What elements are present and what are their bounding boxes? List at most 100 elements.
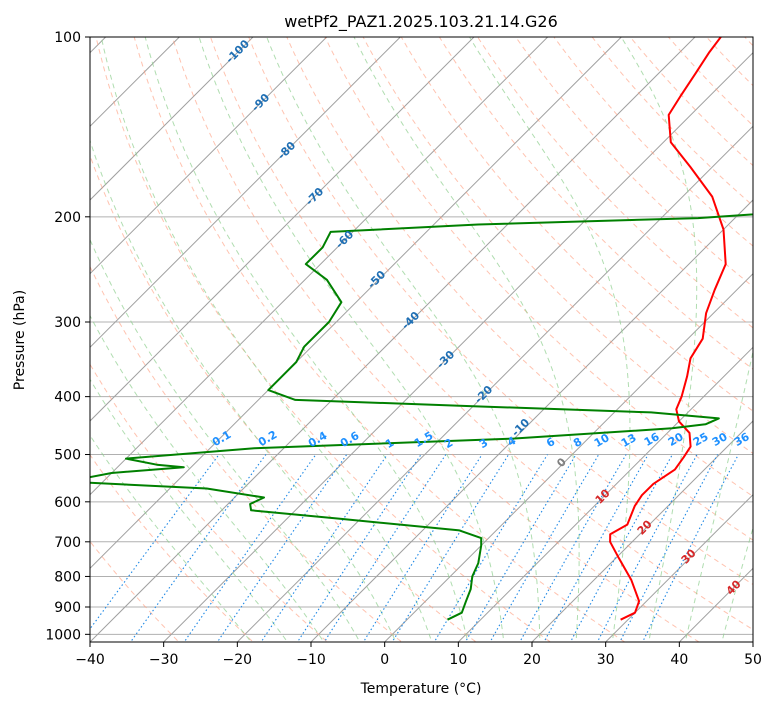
- x-tick-label: −30: [149, 652, 179, 668]
- mixing-ratio-line: [216, 454, 348, 642]
- moist-adiabat-line: [100, 37, 433, 642]
- dry-adiabat-line: [400, 37, 753, 412]
- mixing-ratio-label: 13: [619, 431, 639, 450]
- mixing-ratio-line: [129, 454, 267, 642]
- isotherm-line: [90, 37, 254, 201]
- dry-adiabat-line: [90, 540, 180, 642]
- moist-adiabat-label: 10: [593, 486, 613, 506]
- mixing-ratio-line: [183, 454, 317, 642]
- mixing-ratio-line: [323, 454, 447, 642]
- mixing-ratio-line: [362, 454, 483, 642]
- moist-adiabat-label: 20: [635, 517, 655, 537]
- dry-adiabat-label: -50: [365, 268, 388, 291]
- dry-adiabat-line: [438, 37, 753, 370]
- moist-adiabat-line: [90, 314, 325, 642]
- dry-adiabat-line: [90, 453, 254, 642]
- x-axis-label: Temperature (°C): [360, 681, 482, 697]
- dry-adiabat-line: [477, 37, 753, 329]
- y-axis-label: Pressure (hPa): [12, 290, 28, 390]
- mixing-ratio-line: [433, 454, 548, 642]
- moist-adiabat-line: [90, 434, 252, 642]
- x-tick-label: −10: [296, 652, 326, 668]
- isotherm-line: [457, 346, 753, 642]
- dry-adiabat-line: [90, 154, 477, 642]
- x-tick-label: 50: [744, 652, 762, 668]
- y-tick-label: 200: [54, 210, 81, 226]
- isotherm-line: [605, 493, 753, 642]
- dry-adiabat-line: [133, 37, 626, 642]
- mixing-ratio-label: 0.4: [306, 429, 330, 450]
- mixing-ratio-line: [569, 454, 673, 642]
- mixing-ratio-label: 30: [710, 430, 730, 449]
- mixing-ratio-line: [619, 454, 719, 642]
- mixing-ratio-label: 25: [691, 430, 711, 449]
- mixing-ratio-label: 16: [642, 430, 662, 449]
- moist-adiabat-line: [90, 138, 397, 642]
- chart-title: wetPf2_PAZ1.2025.103.21.14.G26: [284, 12, 558, 32]
- x-tick-label: 10: [449, 652, 467, 668]
- isotherm-line: [236, 125, 753, 642]
- dry-adiabat-line: [324, 37, 753, 498]
- y-tick-label: 400: [54, 390, 81, 406]
- isotherm-line: [90, 37, 549, 496]
- y-tick-label: 700: [54, 535, 81, 551]
- y-tick-label: 900: [54, 600, 81, 616]
- moist-adiabat-line: [90, 238, 361, 642]
- moist-adiabat-line: [266, 37, 541, 642]
- moist-adiabat-label: 0: [554, 455, 569, 470]
- isotherm-line: [384, 272, 753, 642]
- mixing-ratio-line: [296, 454, 422, 642]
- mixing-ratio-line: [596, 454, 698, 642]
- axis-ticks: −40 −30 −20 −10 0 10 20 30 40 5010020030040050060…: [45, 30, 762, 668]
- temperature-profile: [609, 37, 727, 621]
- isotherm-line: [531, 420, 753, 642]
- background-lines: [90, 24, 775, 647]
- moist-adiabat-line: [90, 378, 289, 642]
- mixing-ratio-label: 6: [544, 435, 557, 450]
- profile-lines: [90, 37, 753, 621]
- dry-adiabat-line: [705, 37, 753, 87]
- y-tick-label: 1000: [45, 627, 81, 643]
- x-tick-label: 20: [523, 652, 541, 668]
- isotherm-line: [90, 37, 475, 422]
- x-tick-label: 0: [380, 652, 389, 668]
- mixing-ratio-line: [391, 454, 510, 642]
- isotherm-line: [310, 199, 753, 642]
- dry-adiabat-line: [286, 37, 753, 541]
- mixing-ratio-label: 8: [571, 435, 584, 450]
- isotherm-line: [90, 37, 401, 349]
- isotherm-line: [90, 37, 696, 642]
- mixing-ratio-line: [260, 454, 388, 642]
- dry-adiabat-line: [629, 37, 753, 167]
- mixing-ratio-label: 0.2: [256, 428, 279, 449]
- y-tick-label: 600: [54, 495, 81, 511]
- isotherm-line: [752, 641, 753, 642]
- isotherm-line: [163, 51, 753, 642]
- y-tick-label: 100: [54, 30, 81, 46]
- isotherm-line: [90, 37, 328, 275]
- y-tick-label: 500: [54, 448, 81, 464]
- dry-adiabat-label: -20: [472, 383, 495, 406]
- reference-line-labels: -100-90-80-70-60-50-40-30-20-100.1 0.2 0.4…: [210, 37, 752, 598]
- dewpoint-profile: [90, 213, 753, 621]
- dry-adiabat-line: [770, 24, 775, 647]
- y-tick-label: 300: [54, 315, 81, 331]
- dry-adiabat-line: [744, 37, 753, 47]
- moist-adiabat-line: [198, 37, 505, 642]
- moist-adiabat-line: [469, 37, 631, 642]
- mixing-ratio-label: 2: [442, 436, 455, 451]
- dry-adiabat-line: [90, 363, 329, 642]
- x-tick-label: 40: [670, 652, 688, 668]
- plot-frame: [89, 36, 754, 643]
- moist-adiabat-line: [721, 526, 753, 642]
- mixing-ratio-label: 3: [477, 436, 490, 451]
- y-tick-label: 800: [54, 569, 81, 585]
- mixing-ratio-line: [464, 454, 577, 642]
- dry-adiabat-line: [362, 37, 753, 455]
- dry-adiabat-line: [591, 37, 753, 207]
- mixing-ratio-label: 0.1: [210, 428, 233, 449]
- x-tick-label: −20: [223, 652, 253, 668]
- x-tick-label: 30: [597, 652, 615, 668]
- x-tick-label: −40: [75, 652, 105, 668]
